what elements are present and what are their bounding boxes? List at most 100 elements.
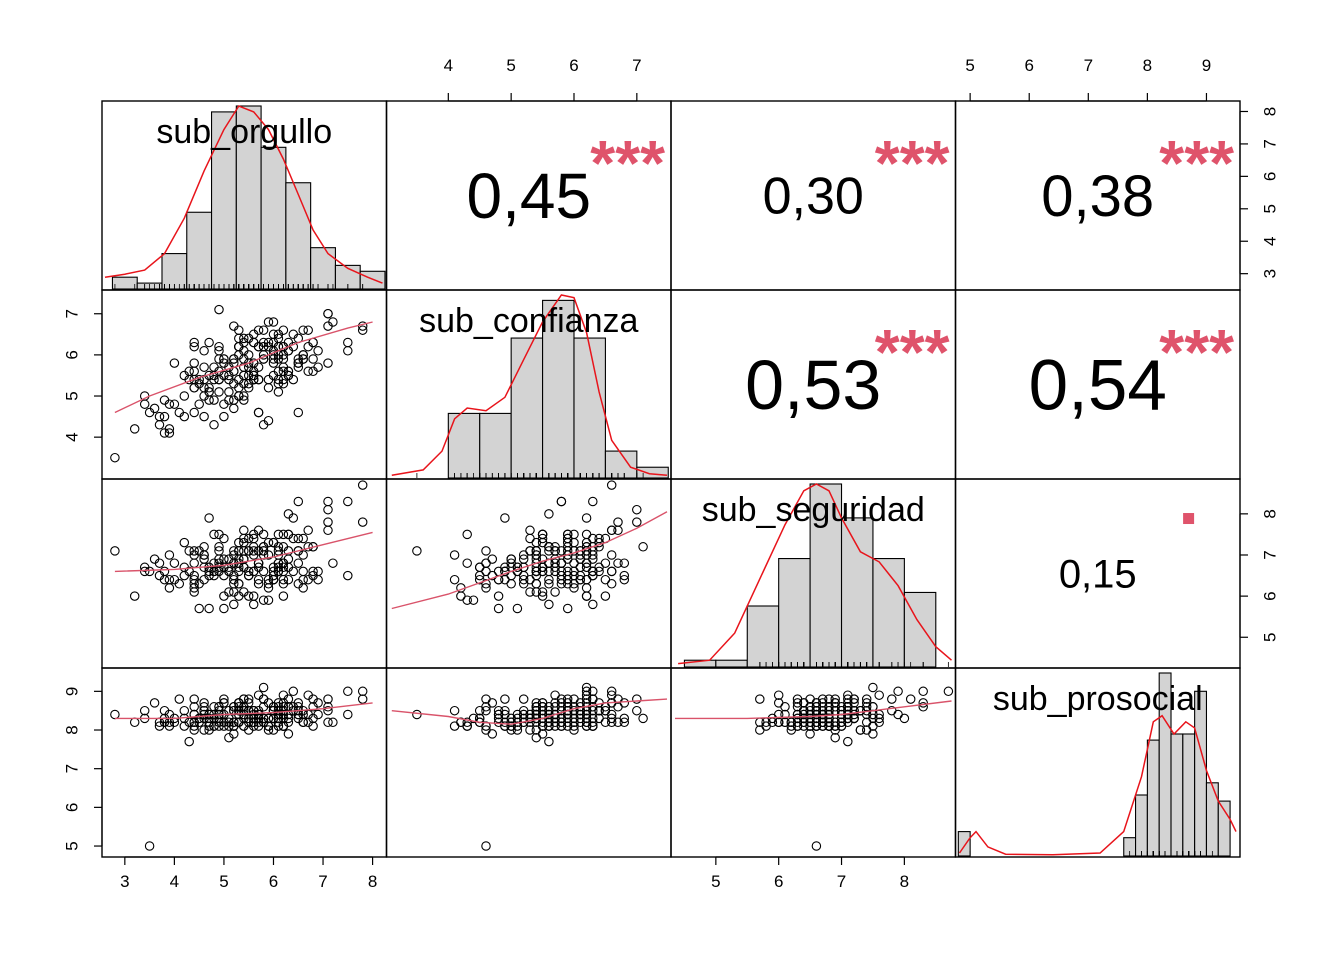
scatter-point: [278, 529, 289, 540]
scatter-point: [805, 729, 815, 739]
scatter-point: [283, 729, 294, 739]
scatter-point: [606, 566, 617, 577]
histogram-bar: [840, 517, 874, 668]
scatter-point: [537, 554, 548, 564]
scatter-point: [293, 496, 304, 507]
scatter-point: [214, 721, 224, 731]
y-tick-label: 9: [63, 687, 82, 696]
scatter-point: [531, 725, 542, 735]
scatter-point: [159, 705, 170, 716]
scatter-point: [263, 337, 274, 348]
scatter-point: [357, 517, 368, 527]
scatter-point: [214, 566, 224, 577]
scatter-point: [253, 705, 264, 716]
variable-label: sub_orgullo: [156, 113, 332, 151]
scatter-point: [219, 591, 229, 601]
scatter-point: [632, 504, 642, 515]
scatter-point: [189, 558, 199, 568]
scatter-point: [189, 574, 199, 585]
histogram-bar: [1182, 733, 1196, 857]
scatter-point: [268, 537, 279, 548]
scatter-point: [632, 517, 642, 527]
y-tick-label: 5: [63, 841, 82, 850]
scatter-point: [613, 558, 623, 568]
scatter-point: [544, 736, 554, 747]
scatter-point: [204, 603, 214, 614]
scatter-point: [824, 713, 834, 724]
scatter-point: [298, 566, 308, 577]
x-tick-label: 3: [120, 872, 129, 891]
scatter-point: [263, 550, 274, 560]
scatter-point: [550, 566, 560, 577]
scatter-point: [487, 729, 498, 739]
scatter-point: [199, 411, 209, 422]
scatter-point: [328, 717, 338, 728]
scatter-point: [303, 341, 313, 352]
x-tick-label: 6: [569, 56, 578, 75]
scatter-point: [229, 321, 239, 331]
scatter-point: [893, 709, 903, 720]
scatter-point: [518, 574, 529, 585]
scatter-point: [199, 574, 209, 585]
scatter-point: [562, 705, 573, 716]
scatter-point: [638, 713, 648, 724]
scatter-point: [323, 694, 333, 704]
scatter-point: [773, 698, 784, 708]
x-tick-label: 5: [506, 56, 515, 75]
scatter-point: [830, 732, 840, 743]
scatter-point: [556, 574, 567, 585]
scatter-point: [861, 717, 872, 728]
scatter-point: [606, 550, 617, 560]
scatter-point: [303, 717, 313, 728]
scatter-point: [189, 407, 199, 418]
scatter-point: [253, 579, 264, 589]
scatter-point: [581, 709, 592, 720]
scatter-point: [481, 694, 491, 704]
scatter-point: [179, 391, 190, 401]
scatter-point: [594, 713, 604, 724]
scatter-point: [556, 721, 567, 731]
scatter-point: [209, 395, 219, 405]
scatter-point: [588, 533, 598, 544]
scatter-point: [219, 533, 229, 544]
scatter-point: [556, 713, 567, 724]
x-tick-label: 4: [170, 872, 179, 891]
scatter-point: [209, 374, 219, 385]
scatter-point: [600, 717, 611, 728]
scatter-point: [537, 698, 548, 708]
scatter-point: [219, 698, 229, 708]
histogram-bar: [1135, 794, 1148, 857]
histogram-bar: [260, 146, 287, 290]
scatter-point: [556, 717, 567, 728]
scatter-point: [263, 383, 274, 393]
density-curve: [678, 483, 952, 665]
scatter-point: [525, 533, 535, 544]
scatter-panel-sub_seguridad-vs-sub_orgullo: [110, 480, 373, 614]
scatter-point: [462, 529, 472, 540]
scatter-point: [811, 841, 822, 851]
scatter-point: [164, 583, 175, 593]
scatter-point: [248, 599, 259, 610]
smooth-line: [114, 321, 373, 414]
scatter-point: [357, 325, 368, 335]
variable-label: sub_seguridad: [702, 491, 925, 529]
scatter-point: [613, 525, 623, 536]
scatter-point: [449, 550, 460, 560]
scatter-point: [179, 705, 190, 716]
scatter-point: [278, 698, 289, 708]
scatter-point: [189, 709, 199, 720]
scatter-point: [239, 533, 249, 544]
scatter-point: [248, 374, 259, 385]
density-curve: [104, 105, 383, 284]
smooth-line: [675, 700, 952, 720]
scatter-point: [273, 529, 284, 540]
scatter-point: [493, 603, 504, 614]
scatter-point: [412, 546, 422, 556]
scatter-point: [531, 732, 542, 743]
scatter-point: [239, 333, 249, 344]
variable-label: sub_confianza: [419, 302, 638, 340]
scatter-point: [219, 694, 229, 704]
smooth-line: [114, 702, 373, 720]
scatter-point: [893, 686, 903, 697]
scatter-point: [273, 387, 284, 397]
